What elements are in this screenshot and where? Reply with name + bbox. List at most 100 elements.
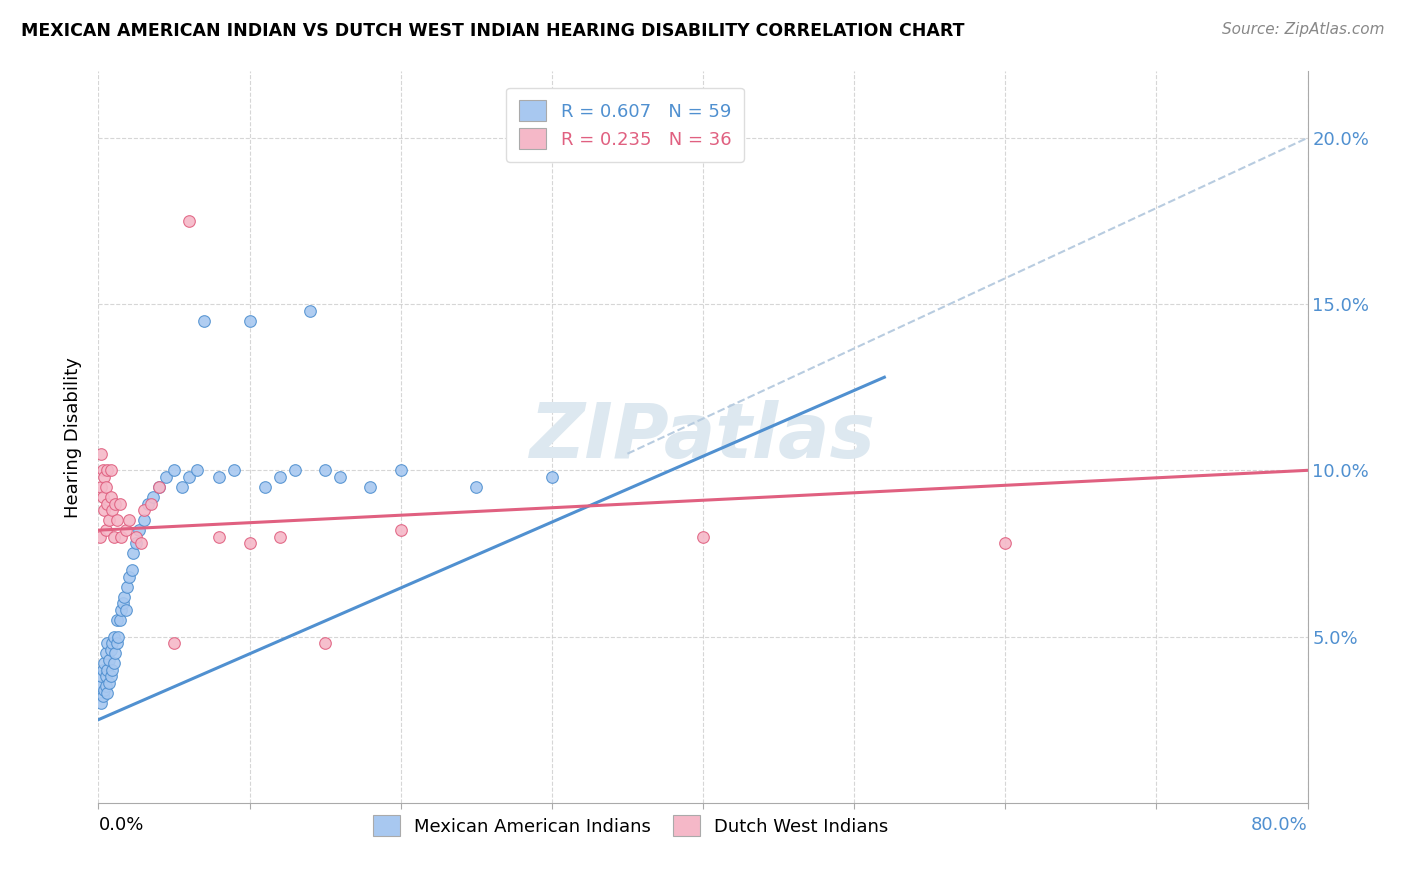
Point	[94, 669, 117, 683]
Point	[118, 570, 141, 584]
Point	[90, 447, 112, 461]
Point	[103, 530, 125, 544]
Point	[239, 314, 262, 328]
Point	[105, 636, 128, 650]
Point	[465, 480, 488, 494]
Point	[224, 463, 246, 477]
Point	[121, 563, 143, 577]
Point	[114, 603, 136, 617]
Point	[100, 669, 122, 683]
Point	[100, 490, 122, 504]
Point	[110, 530, 132, 544]
Point	[93, 470, 115, 484]
Point	[104, 497, 127, 511]
Point	[94, 480, 117, 494]
Point	[115, 580, 138, 594]
Point	[389, 463, 412, 477]
Text: 0.0%: 0.0%	[98, 816, 143, 834]
Point	[114, 523, 136, 537]
Point	[96, 463, 118, 477]
Point	[208, 530, 231, 544]
Point	[105, 513, 128, 527]
Point	[122, 546, 145, 560]
Point	[132, 513, 155, 527]
Point	[170, 480, 193, 494]
Point	[89, 680, 111, 694]
Point	[118, 513, 141, 527]
Point	[101, 636, 124, 650]
Point	[179, 470, 201, 484]
Point	[186, 463, 208, 477]
Point	[91, 490, 114, 504]
Point	[94, 523, 117, 537]
Point	[269, 470, 291, 484]
Point	[129, 536, 152, 550]
Point	[148, 480, 170, 494]
Point	[94, 646, 117, 660]
Point	[108, 613, 131, 627]
Point	[253, 480, 276, 494]
Point	[105, 613, 128, 627]
Point	[103, 656, 125, 670]
Point	[89, 530, 111, 544]
Point	[103, 630, 125, 644]
Point	[193, 314, 215, 328]
Text: ZIPatlas: ZIPatlas	[530, 401, 876, 474]
Text: Source: ZipAtlas.com: Source: ZipAtlas.com	[1222, 22, 1385, 37]
Y-axis label: Hearing Disability: Hearing Disability	[63, 357, 82, 517]
Point	[96, 686, 118, 700]
Point	[163, 636, 186, 650]
Point	[314, 636, 336, 650]
Point	[132, 503, 155, 517]
Point	[107, 630, 129, 644]
Point	[112, 590, 135, 604]
Point	[163, 463, 186, 477]
Point	[239, 536, 262, 550]
Legend: Mexican American Indians, Dutch West Indians: Mexican American Indians, Dutch West Ind…	[364, 806, 897, 845]
Point	[299, 303, 322, 318]
Point	[93, 656, 115, 670]
Point	[111, 596, 134, 610]
Point	[389, 523, 412, 537]
Point	[692, 530, 714, 544]
Point	[96, 663, 118, 677]
Point	[179, 214, 201, 228]
Point	[125, 536, 148, 550]
Point	[100, 643, 122, 657]
Point	[98, 676, 121, 690]
Point	[101, 503, 124, 517]
Point	[284, 463, 307, 477]
Point	[269, 530, 291, 544]
Point	[91, 463, 114, 477]
Point	[100, 463, 122, 477]
Point	[128, 523, 150, 537]
Point	[314, 463, 336, 477]
Point	[155, 470, 177, 484]
Point	[91, 690, 114, 704]
Point	[360, 480, 382, 494]
Point	[91, 663, 114, 677]
Point	[208, 470, 231, 484]
Point	[98, 513, 121, 527]
Point	[90, 696, 112, 710]
Point	[93, 503, 115, 517]
Point	[136, 497, 159, 511]
Text: 80.0%: 80.0%	[1251, 816, 1308, 834]
Point	[101, 663, 124, 677]
Text: MEXICAN AMERICAN INDIAN VS DUTCH WEST INDIAN HEARING DISABILITY CORRELATION CHAR: MEXICAN AMERICAN INDIAN VS DUTCH WEST IN…	[21, 22, 965, 40]
Point	[93, 682, 115, 697]
Point	[110, 603, 132, 617]
Point	[96, 636, 118, 650]
Point	[994, 536, 1017, 550]
Point	[125, 530, 148, 544]
Point	[90, 669, 112, 683]
Point	[104, 646, 127, 660]
Point	[94, 680, 117, 694]
Point	[148, 480, 170, 494]
Point	[540, 470, 562, 484]
Point	[96, 497, 118, 511]
Point	[98, 653, 121, 667]
Point	[142, 490, 165, 504]
Point	[329, 470, 352, 484]
Point	[141, 497, 163, 511]
